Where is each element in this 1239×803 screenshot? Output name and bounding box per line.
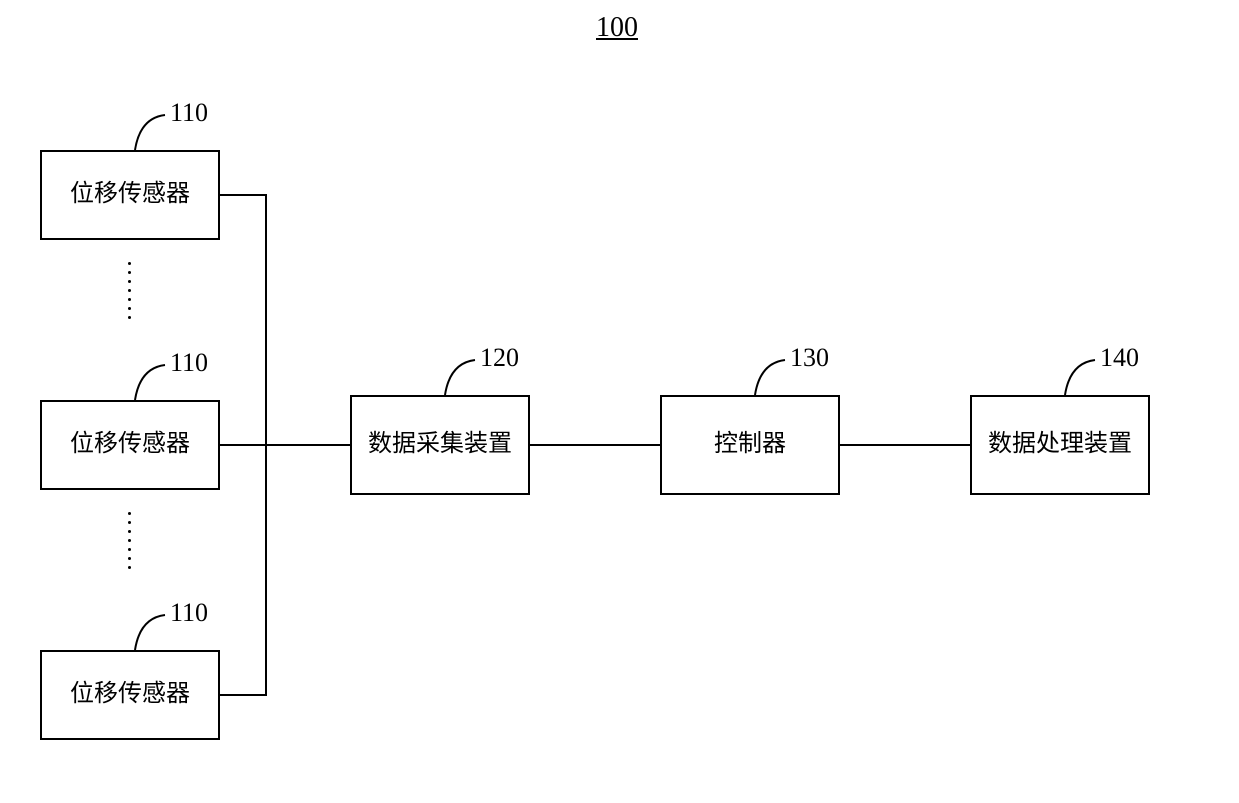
leader-140 [0, 0, 1239, 803]
